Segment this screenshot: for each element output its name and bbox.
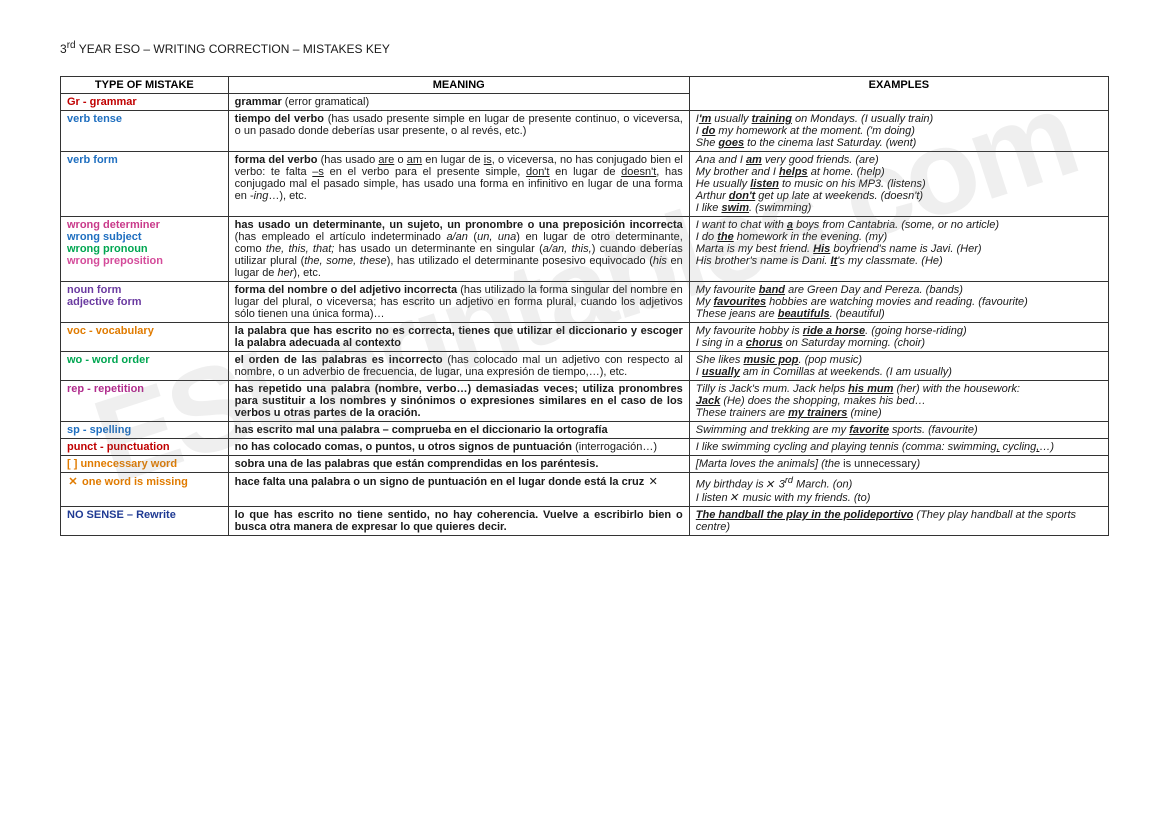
examples-wo: She likes music pop. (pop music)I usuall…: [689, 352, 1108, 381]
table-header-row: TYPE OF MISTAKE MEANING EXAMPLES: [61, 77, 1109, 94]
label-punct: punct - punctuation: [61, 439, 229, 456]
examples-sp: Swimming and trekking are my favorite sp…: [689, 422, 1108, 439]
meaning-unnecessary: sobra una de las palabras que están comp…: [228, 456, 689, 473]
label-missing: ✕ one word is missing: [61, 473, 229, 507]
label-rep: rep - repetition: [61, 381, 229, 422]
examples-verbtense: I'm usually training on Mondays. (I usua…: [689, 111, 1108, 152]
label-wrong-pronoun: wrong pronoun: [67, 243, 222, 255]
examples-verbform: Ana and I am very good friends. (are)My …: [689, 152, 1108, 217]
examples-rep: Tilly is Jack's mum. Jack helps his mum …: [689, 381, 1108, 422]
examples-unnecessary: [Marta loves the animals] (the is unnece…: [689, 456, 1108, 473]
title-rest: YEAR ESO – WRITING CORRECTION – MISTAKES…: [79, 42, 390, 56]
mistakes-table: TYPE OF MISTAKE MEANING EXAMPLES Gr - gr…: [60, 76, 1109, 536]
row-wrong: wrong determiner wrong subject wrong pro…: [61, 217, 1109, 282]
examples-voc: My favourite hobby is ride a horse. (goi…: [689, 323, 1108, 352]
row-unnecessary: [ ] unnecessary word sobra una de las pa…: [61, 456, 1109, 473]
row-verbtense: verb tense tiempo del verbo (has usado p…: [61, 111, 1109, 152]
label-unnecessary: [ ] unnecessary word: [61, 456, 229, 473]
label-missing-text: one word is missing: [79, 476, 188, 488]
examples-missing: My birthday is✕ 3rd March. (on)I listen✕…: [689, 473, 1108, 507]
label-verbtense: verb tense: [61, 111, 229, 152]
label-wrong: wrong determiner wrong subject wrong pro…: [61, 217, 229, 282]
th-meaning: MEANING: [228, 77, 689, 94]
meaning-verbform: forma del verbo (has usado are o am en l…: [228, 152, 689, 217]
label-wo: wo - word order: [61, 352, 229, 381]
meaning-gr: grammar (error gramatical): [228, 94, 689, 111]
label-adjective-form: adjective form: [67, 296, 222, 308]
meaning-missing: hace falta una palabra o un signo de pun…: [228, 473, 689, 507]
page-title: 3rd YEAR ESO – WRITING CORRECTION – MIST…: [60, 40, 1109, 56]
row-nounadj: noun form adjective form forma del nombr…: [61, 282, 1109, 323]
label-noun-form: noun form: [67, 284, 222, 296]
meaning-verbtense: tiempo del verbo (has usado presente sim…: [228, 111, 689, 152]
label-wrong-preposition: wrong preposition: [67, 255, 222, 267]
label-wrong-determiner: wrong determiner: [67, 219, 222, 231]
row-wo: wo - word order el orden de las palabras…: [61, 352, 1109, 381]
row-rep: rep - repetition has repetido una palabr…: [61, 381, 1109, 422]
label-nounadj: noun form adjective form: [61, 282, 229, 323]
label-nosense: NO SENSE – Rewrite: [61, 506, 229, 535]
label-voc: voc - vocabulary: [61, 323, 229, 352]
label-sp: sp - spelling: [61, 422, 229, 439]
meaning-rep: has repetido una palabra (nombre, verbo……: [228, 381, 689, 422]
meaning-wrong: has usado un determinante, un sujeto, un…: [228, 217, 689, 282]
th-examples: EXAMPLES: [689, 77, 1108, 111]
row-nosense: NO SENSE – Rewrite lo que has escrito no…: [61, 506, 1109, 535]
label-gr: Gr - grammar: [61, 94, 229, 111]
cross-icon: ✕: [67, 475, 79, 488]
meaning-sp: has escrito mal una palabra – comprueba …: [228, 422, 689, 439]
examples-wrong: I want to chat with a boys from Cantabri…: [689, 217, 1108, 282]
examples-nounadj: My favourite band are Green Day and Pere…: [689, 282, 1108, 323]
meaning-punct: no has colocado comas, o puntos, u otros…: [228, 439, 689, 456]
meaning-nounadj: forma del nombre o del adjetivo incorrec…: [228, 282, 689, 323]
meaning-wo: el orden de las palabras es incorrecto (…: [228, 352, 689, 381]
label-verbform: verb form: [61, 152, 229, 217]
row-verbform: verb form forma del verbo (has usado are…: [61, 152, 1109, 217]
row-missing: ✕ one word is missing hace falta una pal…: [61, 473, 1109, 507]
examples-punct: I like swimming cycling and playing tenn…: [689, 439, 1108, 456]
row-punct: punct - punctuation no has colocado coma…: [61, 439, 1109, 456]
row-sp: sp - spelling has escrito mal una palabr…: [61, 422, 1109, 439]
label-wrong-subject: wrong subject: [67, 231, 222, 243]
th-type: TYPE OF MISTAKE: [61, 77, 229, 94]
meaning-voc: la palabra que has escrito no es correct…: [228, 323, 689, 352]
meaning-nosense: lo que has escrito no tiene sentido, no …: [228, 506, 689, 535]
row-voc: voc - vocabulary la palabra que has escr…: [61, 323, 1109, 352]
examples-nosense: The handball the play in the polideporti…: [689, 506, 1108, 535]
